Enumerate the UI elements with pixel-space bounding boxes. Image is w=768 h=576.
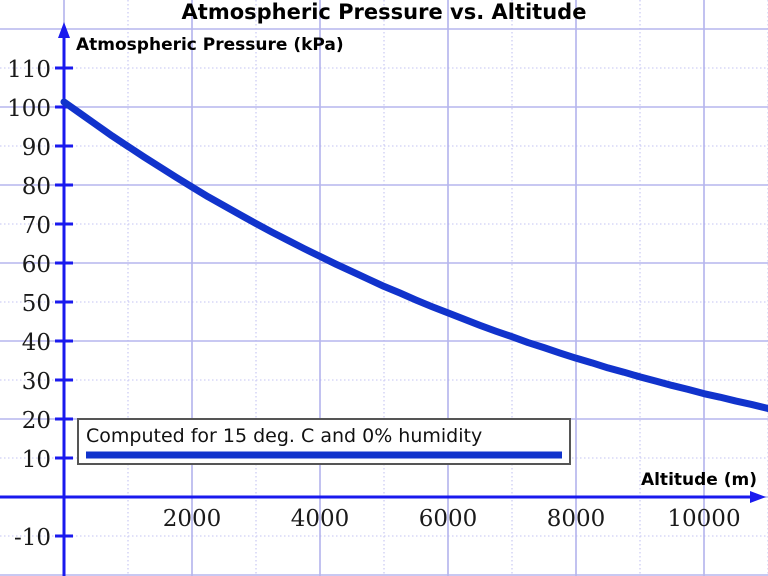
y-axis-tick-label: 20 (22, 408, 51, 434)
y-axis-tick-label: 90 (22, 135, 51, 161)
y-axis-tick-label: 60 (22, 252, 51, 278)
y-axis-tick-label: 40 (22, 330, 51, 356)
y-axis-tick-label: -10 (14, 525, 51, 551)
y-axis-tick-label: 70 (22, 213, 51, 239)
x-axis-tick-label: 4000 (291, 506, 350, 532)
legend-box: Computed for 15 deg. C and 0% humidity (77, 418, 571, 465)
axis-tick-marks (55, 66, 73, 538)
legend-entry-label: Computed for 15 deg. C and 0% humidity (86, 425, 482, 447)
x-axis-tick-labels: 2000 4000 6000 8000 10000 (163, 506, 741, 532)
y-axis-tick-label: 30 (22, 369, 51, 395)
y-axis-tick-label: 110 (7, 57, 51, 83)
x-axis-tick-label: 8000 (547, 506, 606, 532)
y-axis-tick-label: 100 (7, 96, 51, 122)
arrow-up-icon (58, 22, 70, 38)
pressure-curve (60, 98, 768, 412)
y-axis-title: Atmospheric Pressure (kPa) (76, 35, 344, 55)
x-axis-tick-label: 6000 (419, 506, 478, 532)
y-axis-tick-label: 80 (22, 174, 51, 200)
y-axis-tick-label: 50 (22, 291, 51, 317)
y-axis-tick-labels: -10 10 20 30 40 50 60 70 80 90 100 110 (7, 57, 51, 551)
x-axis-tick-label: 2000 (163, 506, 222, 532)
chart-title: Atmospheric Pressure vs. Altitude (182, 0, 587, 24)
x-axis-tick-label: 10000 (667, 506, 740, 532)
arrow-right-icon (750, 491, 766, 503)
x-axis-title: Altitude (m) (641, 470, 757, 490)
y-axis-tick-label: 10 (22, 447, 51, 473)
